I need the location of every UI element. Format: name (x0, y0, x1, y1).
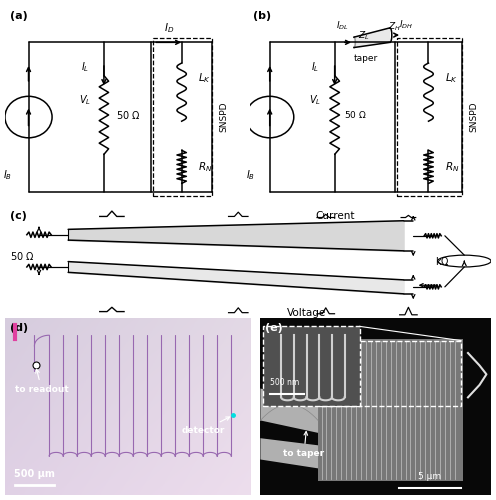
Bar (153, 38, 212, 196)
Text: 500 nm: 500 nm (270, 378, 299, 386)
Text: $Z_L$: $Z_L$ (358, 30, 369, 42)
Polygon shape (260, 438, 318, 468)
Text: $R_N$: $R_N$ (198, 160, 213, 174)
Text: Current: Current (316, 210, 355, 220)
Text: to taper: to taper (284, 432, 324, 458)
Text: $I_{DL}$: $I_{DL}$ (336, 20, 348, 32)
Text: $L_K$: $L_K$ (198, 70, 211, 85)
Bar (263, 326, 360, 406)
Text: (e): (e) (265, 323, 283, 333)
Text: (b): (b) (253, 11, 271, 21)
Text: $V_L$: $V_L$ (79, 94, 91, 108)
Text: (c): (c) (10, 211, 27, 221)
Text: (d): (d) (10, 323, 28, 333)
Text: 5 μm: 5 μm (418, 472, 441, 481)
Text: $I_D$: $I_D$ (164, 21, 174, 34)
Text: $I_L$: $I_L$ (81, 60, 89, 74)
Text: $L_K$: $L_K$ (445, 70, 458, 85)
Text: $I_L$: $I_L$ (311, 60, 319, 74)
Bar (397, 38, 462, 196)
Text: detector: detector (182, 417, 230, 435)
Text: 50 $\Omega$: 50 $\Omega$ (344, 110, 367, 120)
Polygon shape (354, 28, 390, 48)
Text: $R_N$: $R_N$ (445, 160, 460, 174)
Polygon shape (260, 388, 318, 433)
Text: 50 $\Omega$: 50 $\Omega$ (116, 109, 140, 121)
Text: taper: taper (354, 54, 378, 64)
Text: k$\Omega$: k$\Omega$ (435, 254, 450, 266)
Bar (318, 339, 463, 481)
Text: 500 μm: 500 μm (14, 469, 55, 479)
Text: SNSPD: SNSPD (219, 102, 228, 132)
Text: $I_{DH}$: $I_{DH}$ (399, 18, 413, 31)
Bar (320, 340, 461, 406)
Text: $Z_H$: $Z_H$ (387, 20, 401, 33)
Text: Voltage: Voltage (287, 308, 326, 318)
Text: SNSPD: SNSPD (469, 102, 478, 132)
Text: $I_B$: $I_B$ (246, 168, 255, 182)
Text: $I_B$: $I_B$ (3, 168, 12, 182)
Text: 50 $\Omega$: 50 $\Omega$ (9, 250, 34, 262)
Text: to readout: to readout (15, 370, 68, 394)
Text: $V_L$: $V_L$ (310, 94, 321, 108)
Text: (a): (a) (10, 11, 27, 21)
